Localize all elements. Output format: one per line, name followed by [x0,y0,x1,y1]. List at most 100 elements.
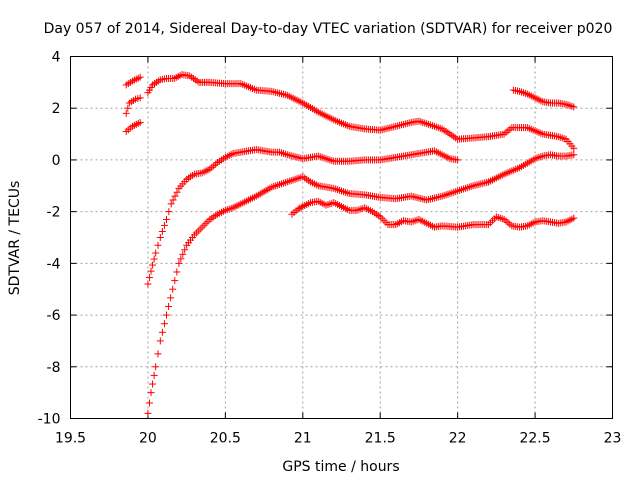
data-point [500,215,508,223]
data-point [169,196,177,204]
data-point [316,153,324,161]
data-point [147,389,155,397]
data-point [380,217,388,225]
data-point [289,176,297,184]
data-point [293,175,301,183]
y-tick-label: -4 [47,256,61,272]
data-point [442,191,450,199]
data-point [326,156,334,164]
data-point [568,102,576,110]
data-point [467,182,475,190]
data-point [504,127,512,135]
y-axis-label: SDTVAR / TECUs [7,181,23,296]
data-point [378,215,386,223]
data-point [382,219,390,227]
data-point [297,203,305,211]
data-point [150,255,158,263]
data-point [150,371,158,379]
data-point [419,118,427,126]
data-point [446,190,454,198]
data-point [287,177,295,185]
data-point [181,246,189,254]
data-point [570,151,578,159]
data-point [167,200,175,208]
data-point [160,320,168,328]
data-point [428,122,436,130]
data-point [210,162,218,170]
data-point [154,350,162,358]
data-point [279,179,287,187]
x-tick-label: 20 [139,431,157,447]
data-point [281,179,289,187]
data-point [160,221,168,229]
data-point [556,133,564,141]
data-point [336,186,344,194]
data-point [492,213,500,221]
grid-lines [70,56,613,419]
data-point [173,268,181,276]
x-tick-label: 19.5 [55,431,86,447]
data-point [165,302,173,310]
y-tick-label: -2 [47,205,61,221]
data-point [179,250,187,258]
x-tick-label: 21.5 [365,431,396,447]
data-point [558,134,566,142]
data-point [454,156,462,164]
data-point [570,144,578,152]
series-track-a [122,73,144,89]
data-point [296,204,304,212]
x-tick-label: 22.5 [519,431,550,447]
data-point [421,119,429,127]
data-point [158,227,166,235]
data-point [144,409,152,417]
data-point [167,294,175,302]
data-point [487,219,495,227]
data-point [328,157,336,165]
x-tick-label: 20.5 [210,431,241,447]
y-tick-label: -6 [47,308,61,324]
data-point [463,184,471,192]
data-point [154,241,162,249]
data-point [274,181,282,189]
data-point [277,149,285,157]
data-point [415,117,423,125]
data-point [438,192,446,200]
data-point [444,190,452,198]
y-tick-label: 0 [52,153,61,169]
data-point [554,133,562,141]
data-point [163,311,171,319]
data-point [171,192,179,200]
data-point [177,255,185,263]
data-point [171,277,179,285]
series-track-c [122,118,144,135]
data-point [339,188,347,196]
data-point [169,285,177,293]
data-point [276,180,284,188]
data-point [156,234,164,241]
data-point [318,199,326,207]
data-point [124,104,132,112]
data-point [334,186,342,194]
data-point [144,280,152,288]
x-tick-label: 22 [449,431,467,447]
data-point [322,155,330,163]
data-point [175,259,183,267]
data-point [297,173,305,181]
data-point [204,217,212,225]
data-point [452,188,460,196]
data-point [324,155,332,163]
data-point [149,380,157,388]
data-point [338,187,345,195]
data-point [318,153,326,161]
data-point [132,75,140,83]
data-point [427,121,435,129]
data-point [165,208,173,216]
data-point [570,103,578,111]
data-point [279,149,287,157]
data-point [465,183,473,191]
data-point [198,223,206,231]
data-point [456,186,464,194]
y-tick-label: -10 [38,412,61,428]
data-point [436,124,444,132]
